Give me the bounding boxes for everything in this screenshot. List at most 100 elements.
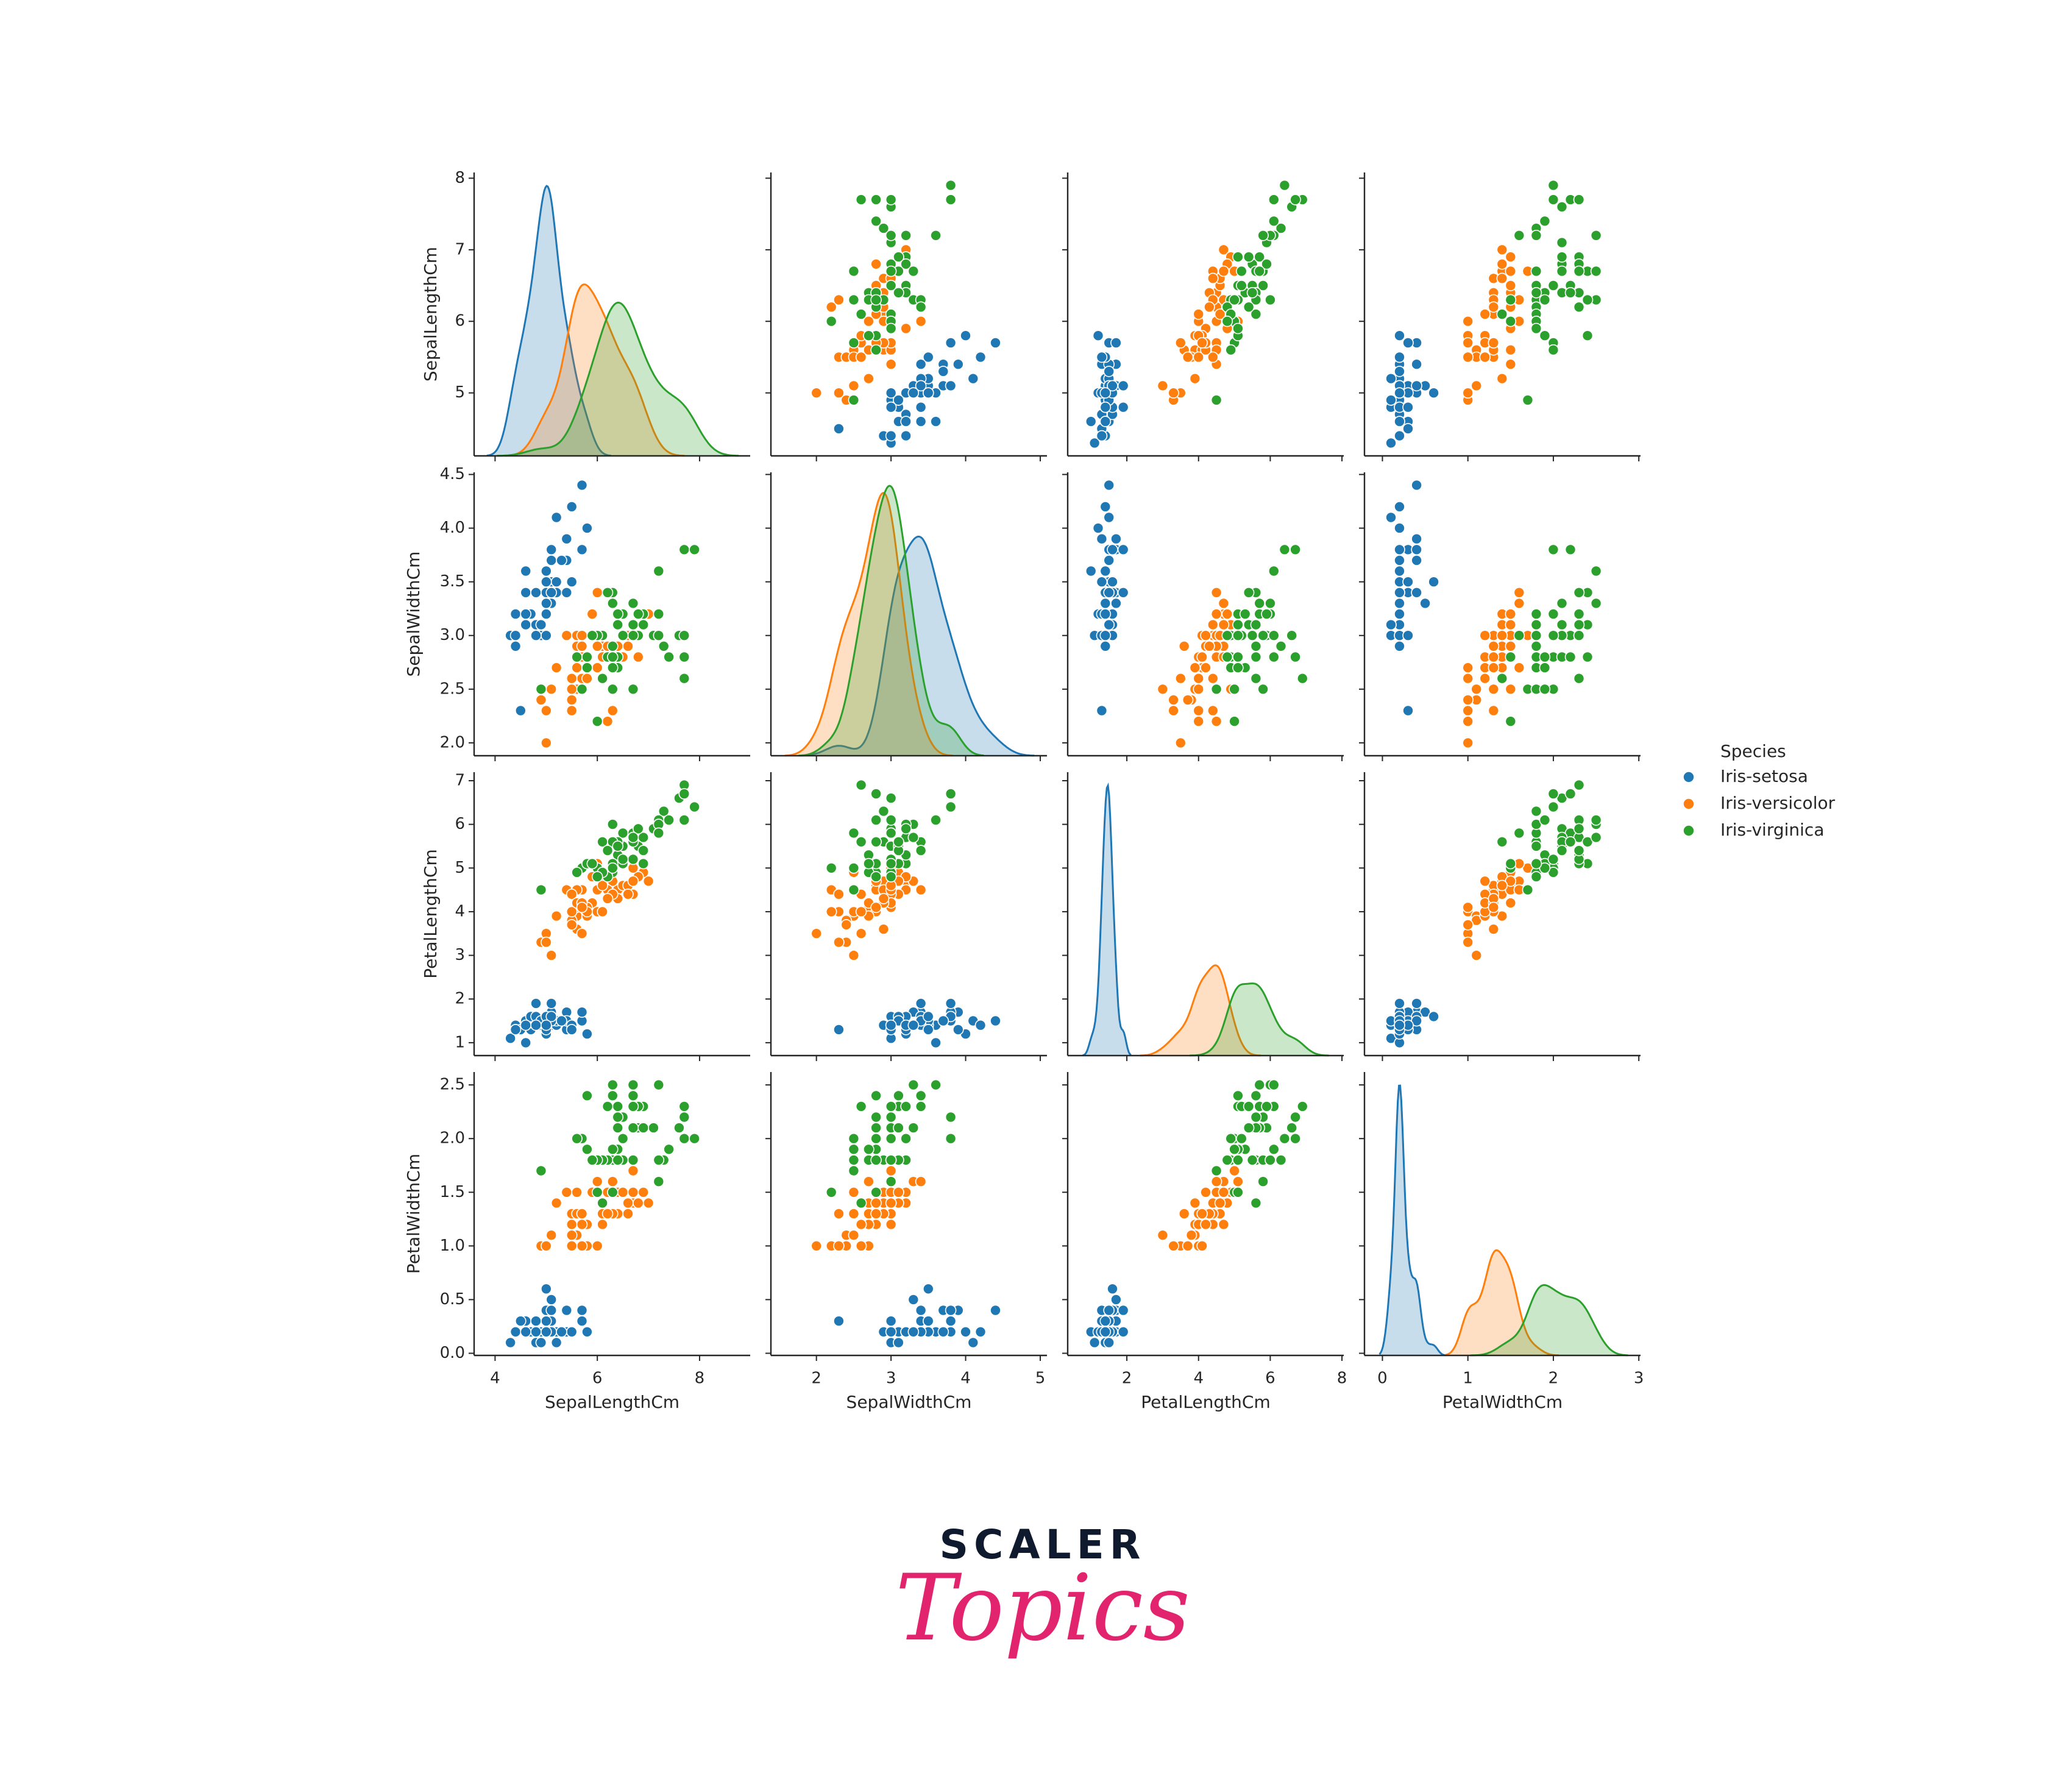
x-tick-label: 3: [886, 1369, 896, 1388]
point-iris-versicolor: [1214, 1197, 1226, 1209]
point-iris-setosa: [514, 705, 527, 717]
point-iris-versicolor: [1204, 301, 1215, 313]
point-iris-setosa: [1103, 1304, 1115, 1316]
point-iris-setosa: [1411, 555, 1422, 566]
point-iris-virginica: [627, 853, 639, 865]
point-iris-virginica: [1530, 871, 1542, 882]
point-iris-setosa: [1107, 544, 1118, 556]
point-iris-virginica: [606, 662, 619, 673]
kde-fill-iris-virginica: [497, 302, 739, 456]
point-iris-versicolor: [566, 1229, 578, 1241]
point-iris-setosa: [915, 416, 927, 427]
point-iris-virginica: [1236, 1132, 1247, 1145]
legend-marker: [1683, 798, 1695, 810]
point-iris-versicolor: [1182, 351, 1194, 363]
point-iris-virginica: [1210, 683, 1222, 695]
point-iris-virginica: [1573, 823, 1585, 835]
point-iris-versicolor: [840, 919, 852, 931]
point-iris-virginica: [885, 1132, 897, 1145]
point-iris-setosa: [520, 565, 532, 577]
kde-fill-iris-versicolor: [505, 284, 685, 456]
point-iris-versicolor: [885, 1165, 897, 1177]
point-iris-virginica: [1232, 651, 1244, 663]
point-iris-virginica: [1496, 836, 1508, 848]
point-iris-versicolor: [885, 1218, 897, 1230]
x-axis-label: PetalWidthCm: [1442, 1392, 1563, 1412]
point-iris-virginica: [1530, 641, 1542, 652]
point-iris-virginica: [900, 229, 912, 241]
point-iris-setosa: [885, 430, 897, 442]
point-iris-setosa: [1428, 1010, 1439, 1023]
point-iris-versicolor: [1513, 586, 1525, 598]
point-iris-versicolor: [1479, 630, 1491, 641]
point-iris-versicolor: [1204, 641, 1215, 652]
logo-topics-text: Topics: [895, 1555, 1190, 1661]
point-iris-virginica: [1268, 1079, 1280, 1091]
point-iris-virginica: [1250, 1111, 1262, 1123]
legend-label: Iris-setosa: [1720, 766, 1808, 786]
point-iris-setosa: [930, 416, 942, 427]
point-iris-setosa: [509, 608, 522, 620]
point-iris-versicolor: [1182, 694, 1194, 706]
point-iris-virginica: [945, 194, 957, 205]
point-iris-virginica: [1265, 294, 1276, 306]
point-iris-virginica: [1547, 801, 1559, 813]
point-iris-setosa: [520, 1019, 532, 1031]
point-iris-setosa: [535, 1337, 547, 1349]
point-iris-virginica: [907, 1122, 920, 1134]
point-iris-versicolor: [1488, 901, 1500, 914]
point-iris-virginica: [893, 286, 904, 299]
point-iris-setosa: [520, 1326, 532, 1338]
legend-marker: [1683, 825, 1695, 837]
point-iris-setosa: [1110, 597, 1122, 609]
point-iris-setosa: [1099, 1315, 1112, 1327]
panel-SepalLengthCm-vs-SepalWidthCm: [765, 172, 1047, 461]
point-iris-virginica: [653, 1079, 665, 1091]
point-iris-setosa: [1117, 544, 1129, 556]
point-iris-versicolor: [1513, 597, 1525, 609]
point-iris-virginica: [885, 814, 897, 826]
point-iris-setosa: [545, 555, 558, 566]
point-iris-setosa: [561, 533, 573, 545]
point-iris-virginica: [571, 1132, 583, 1145]
point-iris-setosa: [581, 1326, 593, 1338]
point-iris-virginica: [1254, 597, 1265, 609]
y-axis-label: PetalLengthCm: [420, 849, 441, 978]
point-iris-virginica: [1225, 1132, 1236, 1145]
point-iris-virginica: [627, 1122, 639, 1134]
point-iris-virginica: [678, 544, 690, 556]
point-iris-virginica: [1573, 779, 1585, 791]
point-iris-virginica: [1573, 619, 1585, 631]
point-iris-virginica: [1221, 651, 1233, 663]
point-iris-setosa: [1394, 565, 1405, 577]
point-iris-virginica: [878, 805, 890, 817]
point-iris-setosa: [1107, 380, 1118, 392]
point-iris-setosa: [1096, 533, 1108, 545]
point-iris-setosa: [1103, 586, 1115, 598]
point-iris-versicolor: [1189, 662, 1201, 673]
point-iris-setosa: [974, 1326, 987, 1338]
point-iris-versicolor: [1505, 358, 1517, 371]
point-iris-virginica: [606, 683, 619, 695]
point-iris-virginica: [1590, 229, 1602, 241]
point-iris-virginica: [597, 672, 608, 684]
point-iris-versicolor: [1157, 683, 1169, 695]
point-iris-versicolor: [601, 1208, 614, 1220]
point-iris-versicolor: [540, 936, 552, 948]
point-iris-virginica: [1564, 651, 1577, 663]
point-iris-setosa: [530, 1019, 542, 1031]
point-iris-virginica: [1297, 1101, 1308, 1112]
point-iris-versicolor: [1175, 672, 1187, 684]
point-iris-setosa: [1428, 387, 1439, 399]
point-iris-virginica: [612, 840, 624, 852]
point-iris-virginica: [648, 1122, 659, 1134]
point-iris-virginica: [606, 651, 619, 663]
point-iris-virginica: [1297, 672, 1308, 684]
panel-PetalLengthCm-vs-PetalWidthCm: [1359, 772, 1641, 1061]
point-iris-virginica: [870, 871, 882, 882]
point-iris-setosa: [1385, 437, 1397, 449]
point-iris-versicolor: [622, 889, 634, 900]
point-iris-virginica: [663, 651, 675, 663]
point-iris-setosa: [550, 511, 562, 524]
point-iris-versicolor: [1193, 672, 1204, 684]
